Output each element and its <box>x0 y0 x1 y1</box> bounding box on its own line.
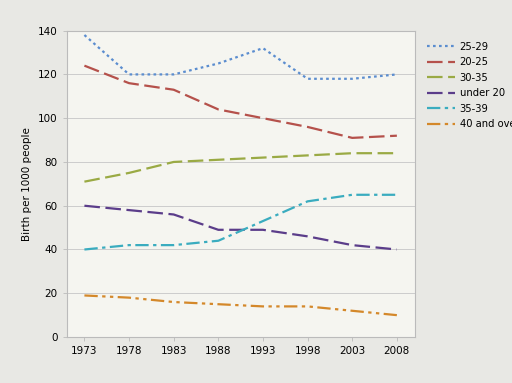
25-29 <box>394 72 400 77</box>
30-35 <box>394 151 400 155</box>
30-35 <box>170 160 177 164</box>
25-29 <box>349 77 355 81</box>
under 20 <box>126 208 132 213</box>
30-35 <box>349 151 355 155</box>
35-39 <box>81 247 88 252</box>
Legend: 25-29, 20-25, 30-35, under 20, 35-39, 40 and over: 25-29, 20-25, 30-35, under 20, 35-39, 40… <box>426 42 512 129</box>
35-39 <box>394 193 400 197</box>
30-35 <box>260 155 266 160</box>
under 20 <box>260 228 266 232</box>
35-39 <box>170 243 177 247</box>
Line: 35-39: 35-39 <box>84 195 397 249</box>
40 and over <box>349 308 355 313</box>
under 20 <box>349 243 355 247</box>
20-25 <box>260 116 266 121</box>
35-39 <box>305 199 311 204</box>
40 and over <box>215 302 221 306</box>
30-35 <box>126 170 132 175</box>
20-25 <box>126 81 132 85</box>
under 20 <box>305 234 311 239</box>
40 and over <box>126 295 132 300</box>
25-29 <box>305 77 311 81</box>
30-35 <box>305 153 311 158</box>
Line: 40 and over: 40 and over <box>84 295 397 315</box>
30-35 <box>215 157 221 162</box>
20-25 <box>305 124 311 129</box>
Y-axis label: Birth per 1000 people: Birth per 1000 people <box>22 127 32 241</box>
25-29 <box>260 46 266 51</box>
under 20 <box>394 247 400 252</box>
20-25 <box>170 87 177 92</box>
25-29 <box>81 33 88 37</box>
20-25 <box>215 107 221 112</box>
35-39 <box>260 219 266 223</box>
Line: 30-35: 30-35 <box>84 153 397 182</box>
20-25 <box>81 63 88 68</box>
under 20 <box>215 228 221 232</box>
under 20 <box>170 212 177 217</box>
25-29 <box>215 61 221 66</box>
20-25 <box>394 133 400 138</box>
40 and over <box>170 300 177 304</box>
40 and over <box>260 304 266 309</box>
35-39 <box>215 239 221 243</box>
25-29 <box>126 72 132 77</box>
40 and over <box>81 293 88 298</box>
20-25 <box>349 136 355 140</box>
40 and over <box>305 304 311 309</box>
30-35 <box>81 179 88 184</box>
35-39 <box>126 243 132 247</box>
under 20 <box>81 203 88 208</box>
Line: 25-29: 25-29 <box>84 35 397 79</box>
25-29 <box>170 72 177 77</box>
Line: under 20: under 20 <box>84 206 397 249</box>
40 and over <box>394 313 400 318</box>
35-39 <box>349 193 355 197</box>
Line: 20-25: 20-25 <box>84 65 397 138</box>
